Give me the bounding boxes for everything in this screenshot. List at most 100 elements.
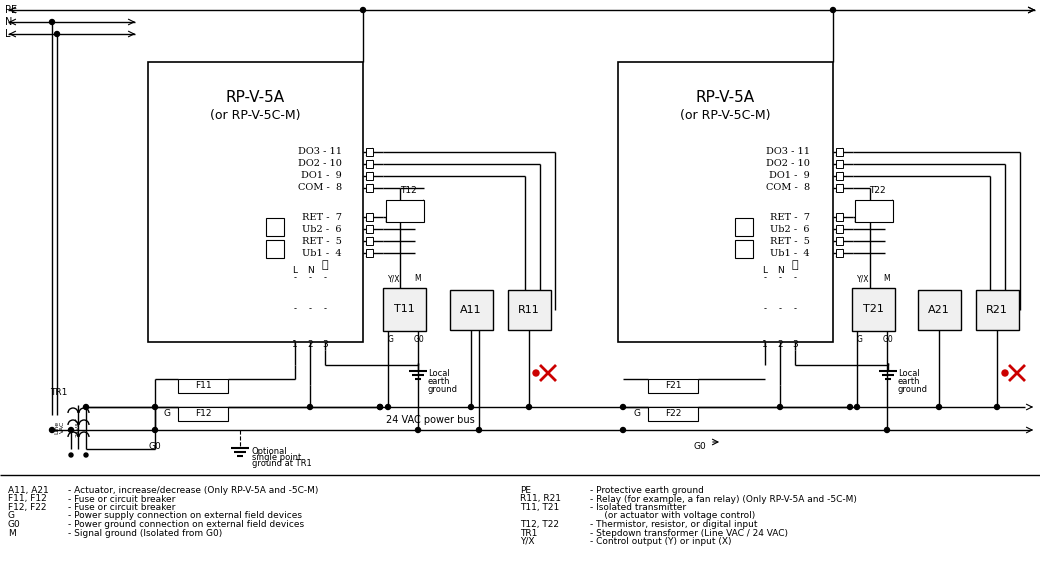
Text: - Thermistor, resistor, or digital input: - Thermistor, resistor, or digital input	[590, 520, 757, 529]
Text: Y/X: Y/X	[388, 274, 400, 283]
Circle shape	[534, 370, 539, 376]
Bar	[836, 172, 843, 180]
Text: G: G	[857, 335, 863, 344]
Text: G0: G0	[149, 442, 161, 451]
Text: RET -  5: RET - 5	[303, 236, 342, 246]
Text: -: -	[309, 273, 312, 283]
Text: Local: Local	[428, 369, 449, 377]
Circle shape	[621, 405, 625, 409]
Text: N: N	[5, 17, 12, 27]
Text: -: -	[779, 273, 781, 283]
Bar	[836, 148, 843, 156]
Text: -: -	[779, 305, 781, 313]
Text: Ub1 -  4: Ub1 - 4	[303, 249, 342, 258]
Text: -: -	[794, 305, 797, 313]
Bar	[383, 288, 426, 331]
Bar	[836, 184, 843, 192]
Text: Ub2 -  6: Ub2 - 6	[303, 224, 342, 234]
Text: N: N	[307, 266, 313, 275]
Bar	[735, 240, 753, 258]
Text: - Stepdown transformer (Line VAC / 24 VAC): - Stepdown transformer (Line VAC / 24 VA…	[590, 528, 788, 538]
Text: 24VAC: 24VAC	[76, 417, 81, 437]
Bar	[366, 249, 373, 257]
Text: Ub2 -  6: Ub2 - 6	[771, 224, 810, 234]
Circle shape	[526, 405, 531, 409]
Bar	[836, 225, 843, 233]
Text: DO3 - 11: DO3 - 11	[298, 147, 342, 157]
Text: G0: G0	[8, 520, 21, 529]
Text: M: M	[414, 274, 421, 283]
Text: -: -	[323, 273, 327, 283]
Text: earth: earth	[898, 376, 920, 386]
Text: ground: ground	[428, 384, 458, 394]
Circle shape	[778, 405, 782, 409]
Text: COM -  8: COM - 8	[297, 183, 342, 192]
Text: ⏚: ⏚	[321, 260, 329, 270]
Text: -: -	[293, 305, 296, 313]
Bar	[855, 200, 893, 222]
Text: A11: A11	[460, 305, 482, 315]
Text: -: -	[794, 273, 797, 283]
Bar	[366, 172, 373, 180]
Text: TR1: TR1	[50, 388, 68, 397]
Text: single point: single point	[252, 453, 302, 461]
Text: DO2 - 10: DO2 - 10	[298, 160, 342, 169]
Text: R11: R11	[518, 305, 540, 315]
Bar	[976, 290, 1019, 330]
Bar	[178, 407, 228, 421]
Text: RP-V-5A: RP-V-5A	[226, 90, 285, 105]
Text: G0: G0	[694, 442, 706, 451]
Text: Ub1 -  4: Ub1 - 4	[771, 249, 810, 258]
Bar	[836, 160, 843, 168]
Circle shape	[361, 8, 365, 13]
Text: RET -  7: RET - 7	[770, 213, 810, 221]
Text: F22: F22	[665, 409, 681, 418]
Circle shape	[848, 405, 853, 409]
Text: F11, F12: F11, F12	[8, 495, 47, 503]
Text: (or RP-V-5C-M): (or RP-V-5C-M)	[210, 109, 301, 121]
Circle shape	[84, 453, 88, 457]
Text: TR1: TR1	[520, 528, 538, 538]
Circle shape	[468, 405, 473, 409]
Text: A11, A21: A11, A21	[8, 486, 49, 495]
Text: 24 VAC power bus: 24 VAC power bus	[386, 415, 474, 425]
Bar	[366, 184, 373, 192]
Text: - Protective earth ground: - Protective earth ground	[590, 486, 704, 495]
Text: - Fuse or circuit breaker: - Fuse or circuit breaker	[68, 503, 176, 512]
Text: ground at TR1: ground at TR1	[252, 458, 312, 468]
Bar	[450, 290, 493, 330]
Bar	[266, 240, 284, 258]
Text: G: G	[388, 335, 394, 344]
Text: M: M	[8, 528, 16, 538]
Text: L: L	[762, 266, 768, 275]
Circle shape	[936, 405, 941, 409]
Circle shape	[153, 428, 157, 432]
Bar	[618, 62, 833, 342]
Text: Line
VAC: Line VAC	[54, 420, 64, 434]
Text: DO1 -  9: DO1 - 9	[770, 172, 810, 180]
Text: - Control output (Y) or input (X): - Control output (Y) or input (X)	[590, 537, 731, 546]
Text: earth: earth	[428, 376, 450, 386]
Text: - Power ground connection on external field devices: - Power ground connection on external fi…	[68, 520, 304, 529]
Text: A21: A21	[928, 305, 950, 315]
Circle shape	[994, 405, 999, 409]
Circle shape	[50, 428, 54, 432]
Text: N: N	[777, 266, 783, 275]
Bar	[508, 290, 551, 330]
Bar	[836, 249, 843, 257]
Text: R21: R21	[986, 305, 1008, 315]
Text: 3: 3	[792, 340, 798, 349]
Circle shape	[386, 405, 390, 409]
Circle shape	[378, 405, 383, 409]
Text: T21: T21	[862, 304, 883, 314]
Bar	[852, 288, 895, 331]
Text: (or actuator with voltage control): (or actuator with voltage control)	[590, 512, 755, 521]
Text: F12: F12	[194, 409, 211, 418]
Text: G: G	[163, 409, 170, 418]
Text: G0: G0	[413, 335, 424, 344]
Text: 3: 3	[322, 340, 328, 349]
Text: - Actuator, increase/decrease (Only RP-V-5A and -5C-M): - Actuator, increase/decrease (Only RP-V…	[68, 486, 318, 495]
Text: -: -	[323, 305, 327, 313]
Circle shape	[308, 405, 312, 409]
Text: 1: 1	[292, 340, 297, 349]
